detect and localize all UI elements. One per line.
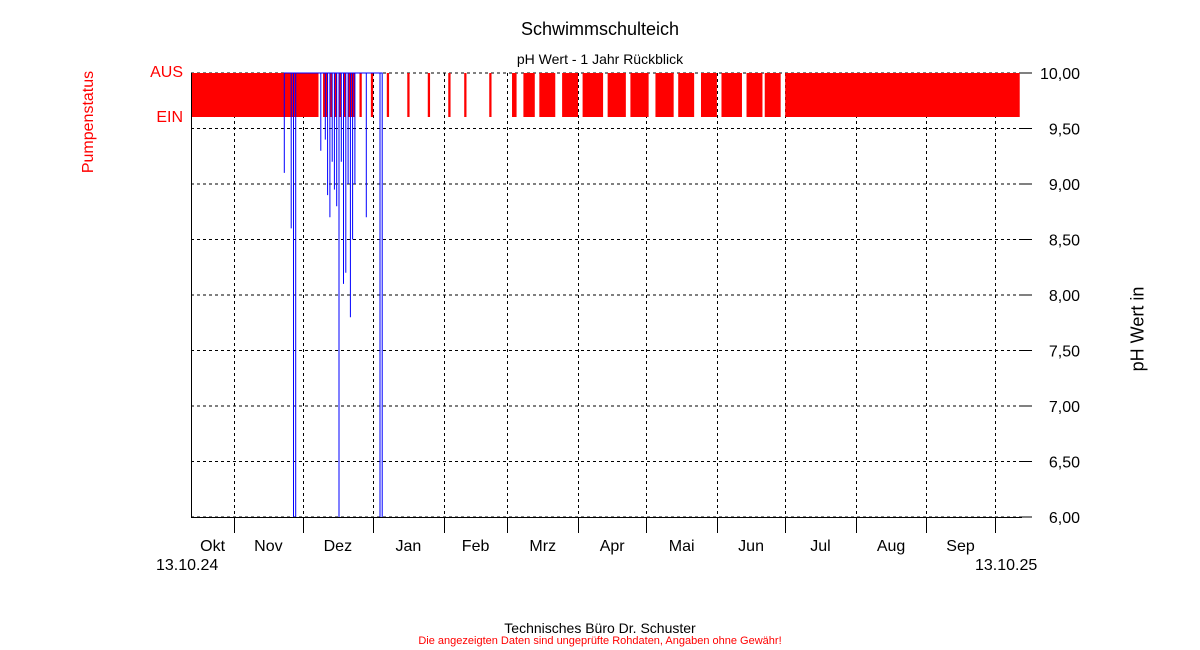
y-tick-label: 8,00 <box>1049 288 1080 305</box>
chart-subtitle: pH Wert - 1 Jahr Rückblick <box>516 51 684 67</box>
footer-disclaimer: Die angezeigten Daten sind ungeprüfte Ro… <box>418 635 782 647</box>
x-tick-label: Sep <box>946 538 975 555</box>
pump-on-block <box>407 73 410 117</box>
pump-on-block <box>343 73 346 117</box>
pump-on-block <box>721 73 742 117</box>
pump-on-block <box>562 73 579 117</box>
pump-on-block <box>678 73 695 117</box>
x-tick-label: Aug <box>877 538 905 555</box>
y-tick-label: 8,50 <box>1049 233 1080 250</box>
date-start-label: 13.10.24 <box>156 557 219 574</box>
y-tick-label: 6,00 <box>1049 510 1080 527</box>
pump-on-block <box>607 73 626 117</box>
x-tick-label: Okt <box>200 538 225 555</box>
pump-tick-ein: EIN <box>156 109 183 126</box>
x-tick-label: Nov <box>254 538 282 555</box>
pump-on-block <box>464 73 467 117</box>
x-tick-label: Feb <box>462 538 490 555</box>
pump-on-block <box>539 73 556 117</box>
pump-on-block <box>386 73 390 117</box>
pump-series <box>191 73 1020 117</box>
ph-series <box>283 72 383 517</box>
pump-on-block <box>329 73 333 117</box>
y-tick-label: 7,50 <box>1049 344 1080 361</box>
x-tick-label: Apr <box>600 538 626 555</box>
pump-on-block <box>582 73 604 117</box>
footer-credit: Technisches Büro Dr. Schuster <box>504 620 696 636</box>
pump-on-block <box>764 73 781 117</box>
pump-on-block <box>746 73 763 117</box>
date-end-label: 13.10.25 <box>975 557 1038 574</box>
y-tick-label: 7,00 <box>1049 399 1080 416</box>
pump-on-block <box>489 73 492 117</box>
pump-on-block <box>630 73 649 117</box>
x-tick-label: Mrz <box>529 538 556 555</box>
pump-on-block <box>359 73 362 117</box>
x-tick-label: Dez <box>324 538 352 555</box>
chart-title: Schwimmschulteich <box>520 19 680 39</box>
pump-on-block <box>191 73 319 117</box>
y-tick-label: 9,50 <box>1049 122 1080 139</box>
y-tick-label: 9,00 <box>1049 177 1080 194</box>
pump-on-block <box>370 73 374 117</box>
x-tick-label: Jan <box>396 538 422 555</box>
pump-on-block <box>523 73 535 117</box>
y-tick-label: 10,00 <box>1040 66 1080 83</box>
grid <box>191 72 1022 518</box>
pump-on-block <box>427 73 431 117</box>
axes: Okt Nov Dez Jan Feb Mrz Apr Mai Jun Jul Aug Sep 10,0… <box>191 66 1080 555</box>
pump-on-block <box>785 73 1020 117</box>
pump-on-block <box>334 73 337 117</box>
pump-tick-aus: AUS <box>150 64 183 81</box>
pump-on-block <box>512 73 517 117</box>
x-tick-label: Jul <box>810 538 830 555</box>
pump-on-block <box>700 73 717 117</box>
ph-series-line <box>283 72 383 517</box>
pump-on-block <box>338 73 342 117</box>
x-tick-label: Mai <box>669 538 695 555</box>
pump-on-block <box>448 73 451 117</box>
pump-on-block <box>655 73 674 117</box>
y-tick-label: 6,50 <box>1049 455 1080 472</box>
pump-on-block <box>348 73 355 117</box>
x-tick-label: Jun <box>738 538 764 555</box>
